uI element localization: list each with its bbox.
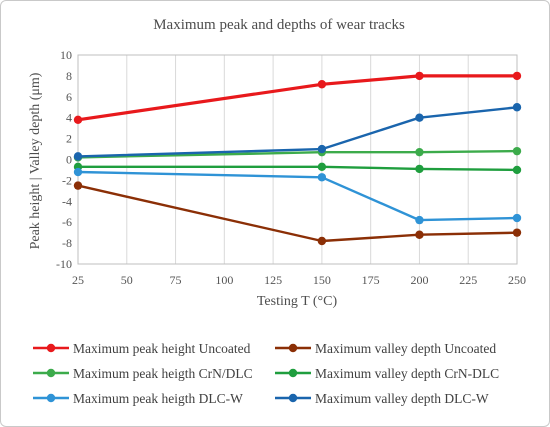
legend-marker [46,393,56,403]
x-tick-label: 150 [313,273,331,287]
data-point [317,236,327,246]
x-tick-label: 50 [121,273,133,287]
data-point [317,162,327,172]
x-tick-label: 250 [508,273,526,287]
x-tick-label: 225 [459,273,477,287]
y-tick-label: -10 [56,257,72,271]
series-line [77,184,518,243]
axes: 25 50 75 100 125 150 175 200 225 250 10 8 6 4 2 0 -2 -4 -6… [56,48,526,287]
series-4 [73,167,522,225]
legend-label: Maximum valley depth Uncoated [315,341,496,356]
series-3 [73,162,522,175]
legend-marker [288,393,298,403]
y-tick-label: 10 [60,48,72,62]
legend-label: Maximum valley depth DLC-W [315,391,489,406]
y-tick-label: -8 [62,236,72,250]
data-point [317,173,327,182]
y-tick-label: 2 [66,132,72,146]
legend-marker [288,368,298,378]
data-point [512,228,522,237]
legend-item: Maximum peak heigth CrN/DLC [33,366,253,381]
data-point [73,181,83,190]
x-axis-label: Testing T (°C) [257,294,338,309]
x-tick-label: 200 [410,273,428,287]
legend-label: Maximum peak heigth DLC-W [73,391,243,406]
legend-item: Maximum valley depth CrN-DLC [275,366,499,381]
x-tick-label: 25 [72,273,84,287]
legend-item: Maximum valley depth Uncoated [275,341,496,356]
y-tick-label: -6 [62,215,72,229]
data-point [415,113,424,122]
legend-label: Maximum peak height Uncoated [73,341,251,356]
data-point [415,215,424,225]
data-point [317,144,327,154]
series-group [73,71,522,246]
y-tick-label: 8 [66,69,72,83]
y-tick-label: 4 [66,111,72,125]
legend: Maximum peak height Uncoated Maximum vall… [33,341,499,406]
legend-item: Maximum peak height Uncoated [33,341,251,356]
data-point [415,164,424,174]
data-point [73,167,83,177]
data-point [73,115,83,124]
series-line [77,149,518,159]
series-5 [73,103,522,161]
y-axis-label: Peak height | Valley depth (μm) [28,72,43,249]
legend-marker [288,343,298,353]
x-tick-label: 100 [215,273,233,287]
x-tick-label: 75 [170,273,182,287]
series-line [77,106,518,158]
data-point [512,165,522,175]
y-tick-label: 6 [66,90,72,104]
y-tick-label: -4 [62,194,72,208]
series-0 [73,71,522,124]
chart-title: Maximum peak and depths of wear tracks [153,17,405,33]
legend-marker [46,343,56,353]
legend-item: Maximum peak heigth DLC-W [33,391,243,406]
data-point [317,80,327,89]
y-tick-label: 0 [66,153,72,167]
series-line [77,74,517,122]
legend-label: Maximum peak heigth CrN/DLC [73,366,253,381]
data-point [512,146,522,156]
data-point [512,71,522,81]
data-point [512,213,522,223]
series-1 [73,181,522,246]
series-line [78,165,518,172]
series-line [77,170,518,222]
x-tick-label: 125 [264,273,282,287]
x-tick-label: 175 [362,273,380,287]
data-point [415,147,424,157]
data-point [512,103,522,112]
y-tick-label: -2 [62,173,72,187]
legend-marker [46,368,56,378]
data-point [415,230,424,239]
data-point [415,71,424,81]
legend-item: Maximum valley depth DLC-W [275,391,489,406]
legend-label: Maximum valley depth CrN-DLC [315,366,499,381]
data-point [73,152,83,161]
